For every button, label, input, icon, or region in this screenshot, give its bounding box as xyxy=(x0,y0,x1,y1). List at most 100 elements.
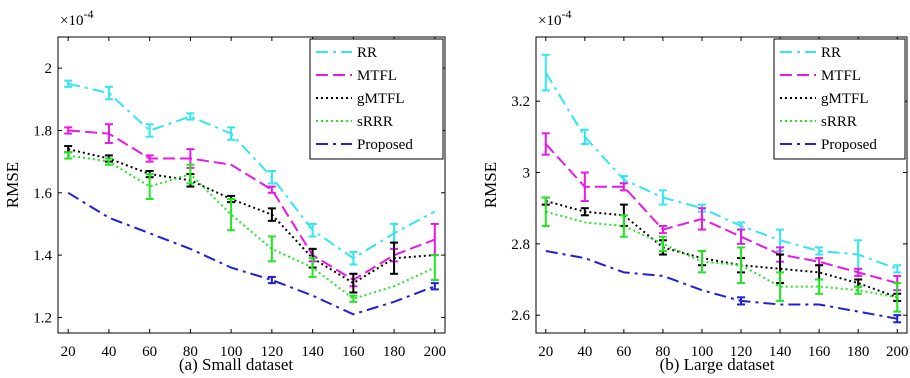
series-gmtfl xyxy=(64,145,435,294)
legend-label-srrr: sRRR xyxy=(821,114,857,130)
error-bar xyxy=(893,314,902,324)
series-line-mtfl xyxy=(68,129,436,282)
error-bar xyxy=(349,272,358,294)
legend-label-gmtfl: gMTFL xyxy=(821,91,869,107)
x-tick-label: 80 xyxy=(183,344,198,360)
legend-label-srrr: sRRR xyxy=(357,114,393,130)
y-tick-label: 3.2 xyxy=(511,94,530,110)
x-tick-label: 160 xyxy=(342,344,365,360)
x-tick-label: 200 xyxy=(886,344,909,360)
series-line-srrr xyxy=(68,154,436,300)
error-bar xyxy=(580,207,589,217)
x-tick-label: 60 xyxy=(616,344,631,360)
error-bar xyxy=(430,282,439,291)
error-bar xyxy=(776,271,785,302)
y-tick-label: 3 xyxy=(523,166,531,182)
x-tick-label: 40 xyxy=(101,344,116,360)
legend-label-proposed: Proposed xyxy=(821,137,877,153)
error-bar xyxy=(658,235,667,252)
series-srrr xyxy=(64,151,439,303)
error-bar xyxy=(145,154,154,163)
series-line-gmtfl xyxy=(545,200,898,299)
panel-caption: (a) Small dataset xyxy=(179,355,294,374)
error-bar xyxy=(104,157,113,166)
error-bar xyxy=(267,275,276,285)
axis-exponent-label: ×10-4 xyxy=(60,7,93,29)
x-tick-label: 40 xyxy=(577,344,592,360)
error-bar xyxy=(737,246,746,285)
error-bar xyxy=(64,126,73,135)
error-bar xyxy=(390,241,399,275)
series-line-proposed xyxy=(545,250,898,320)
series-line-mtfl xyxy=(545,143,898,285)
error-bar xyxy=(227,198,236,232)
series-proposed xyxy=(67,191,439,316)
plot-area-border xyxy=(57,36,446,334)
error-bar xyxy=(815,278,824,295)
legend-label-proposed: Proposed xyxy=(357,137,413,153)
x-tick-label: 180 xyxy=(383,344,406,360)
error-bar xyxy=(737,296,746,306)
error-bar xyxy=(227,126,236,141)
error-bar xyxy=(64,79,73,88)
plot-area-border xyxy=(535,36,908,334)
x-tick-label: 120 xyxy=(730,344,753,360)
x-tick-label: 140 xyxy=(769,344,792,360)
error-bar xyxy=(104,123,113,144)
x-tick-label: 60 xyxy=(142,344,157,360)
series-srrr xyxy=(541,196,902,313)
error-bar xyxy=(815,246,824,256)
error-bar xyxy=(737,221,746,231)
error-bar xyxy=(308,257,317,278)
error-bar xyxy=(893,282,902,313)
error-bar xyxy=(580,128,589,145)
panel-caption: (b) Large dataset xyxy=(660,355,775,374)
chart-panel-2: 20 40 60 80 100 120 140 160 180 200 2.6 2.8 3 3.2 ×10-… xyxy=(481,7,908,374)
legend-label-gmtfl: gMTFL xyxy=(357,91,405,107)
x-tick-label: 100 xyxy=(220,344,243,360)
legend-label-mtfl: MTFL xyxy=(357,68,397,84)
error-bar xyxy=(619,182,628,192)
error-bar xyxy=(854,285,863,295)
legend: RR MTFL gMTFL sRRR Proposed xyxy=(773,38,906,160)
chart-panel-1: 20 40 60 80 100 120 140 160 180 200 1.2 1.4 1.6 1.8 2 ×… xyxy=(3,7,446,374)
x-tick-label: 20 xyxy=(61,344,76,360)
series-proposed xyxy=(545,250,902,324)
error-bar xyxy=(541,132,550,156)
series-gmtfl xyxy=(541,196,902,302)
legend-label-rr: RR xyxy=(357,45,377,61)
y-axis-label: RMSE xyxy=(481,162,500,208)
x-tick-label: 180 xyxy=(847,344,870,360)
y-tick-label: 1.4 xyxy=(33,248,52,264)
legend: RR MTFL gMTFL sRRR Proposed xyxy=(309,38,444,160)
x-tick-label: 140 xyxy=(301,344,324,360)
x-tick-label: 20 xyxy=(538,344,553,360)
error-bar xyxy=(186,163,195,185)
error-bar xyxy=(267,169,276,185)
error-bar xyxy=(390,222,399,244)
error-bar xyxy=(145,173,154,201)
error-bar xyxy=(186,112,195,121)
legend-label-rr: RR xyxy=(821,45,841,61)
axis-exponent-label: ×10-4 xyxy=(538,7,571,29)
x-tick-label: 120 xyxy=(261,344,284,360)
series-line-gmtfl xyxy=(67,148,435,285)
error-bar xyxy=(267,207,276,222)
error-bar xyxy=(737,228,746,245)
error-bar xyxy=(893,264,902,274)
error-bar xyxy=(580,171,589,203)
error-bar xyxy=(349,294,358,303)
error-bar xyxy=(267,235,276,263)
y-axis-label: RMSE xyxy=(3,162,22,208)
legend-label-mtfl: MTFL xyxy=(821,68,861,84)
y-tick-label: 1.6 xyxy=(33,186,52,202)
series-line-rr xyxy=(544,72,898,270)
error-bar xyxy=(541,196,550,228)
error-bar xyxy=(64,151,73,160)
series-line-proposed xyxy=(67,191,436,316)
series-line-srrr xyxy=(545,210,898,299)
y-tick-label: 1.8 xyxy=(33,123,52,139)
error-bar xyxy=(854,267,863,277)
